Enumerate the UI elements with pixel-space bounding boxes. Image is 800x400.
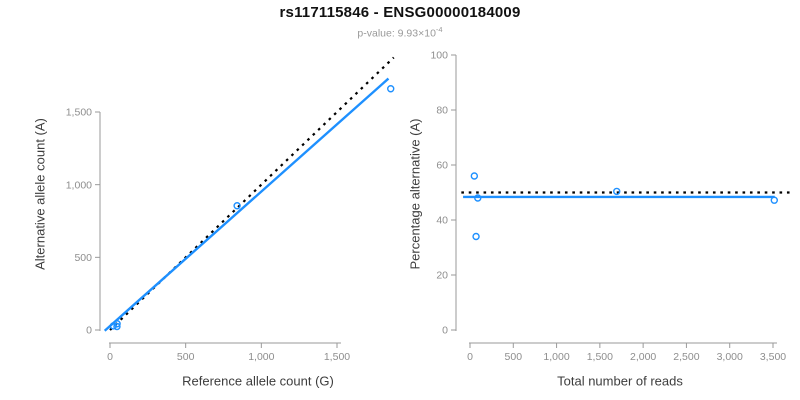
x-tick-label: 0 [467,351,473,363]
data-point-marker [613,187,621,196]
y-tick-label: 0 [442,325,448,337]
p-value-prefix: p-value: [357,27,398,40]
page-subtitle: p-value: 9.93×10-4 [0,25,800,40]
data-point-marker [233,202,241,210]
y-tick-label: 60 [436,160,448,172]
x-tick-label: 500 [505,351,523,363]
right-y-axis-title: Percentage alternative (A) [407,118,423,270]
x-tick-label: 1,500 [587,351,613,363]
data-point-marker [387,85,395,93]
y-tick-label: 40 [436,215,448,227]
x-tick-label: 2,500 [673,351,699,363]
right-x-axis-title: Total number of reads [557,373,683,389]
x-tick-label: 2,000 [630,351,656,363]
p-value-exponent: -4 [435,25,443,34]
x-tick-label: 3,000 [717,351,743,363]
data-point-marker [113,320,121,328]
x-tick-label: 1,500 [324,351,350,363]
p-value-mantissa: 9.93×10 [397,27,436,40]
y-tick-label: 1,500 [66,107,92,119]
x-tick-label: 500 [177,351,195,363]
y-tick-label: 20 [436,270,448,282]
x-tick-label: 3,500 [760,351,786,363]
y-tick-label: 500 [74,252,92,264]
y-tick-label: 0 [86,325,92,337]
x-tick-label: 0 [107,351,113,363]
x-tick-label: 1,000 [248,351,274,363]
data-point-marker [470,172,479,180]
left-y-axis-title: Alternative allele count (A) [32,118,48,270]
data-point-marker [113,322,121,331]
y-tick-label: 80 [436,105,448,117]
data-point-marker [474,194,482,202]
data-point-marker [770,196,778,204]
identity-line [109,56,395,331]
data-point-marker [472,232,480,241]
y-tick-label: 1,000 [66,179,92,191]
regression-line [103,77,390,332]
data-point-marker [109,322,118,330]
page-title: rs117115846 - ENSG00000184009 [279,4,521,21]
x-tick-label: 1,000 [543,351,569,363]
y-tick-label: 100 [430,50,448,62]
left-x-axis-title: Reference allele count (G) [182,373,334,389]
